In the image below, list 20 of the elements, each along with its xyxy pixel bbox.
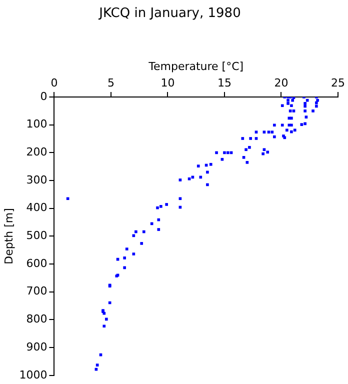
y-tick-label: 0 — [40, 90, 48, 103]
y-tick-label: 300 — [26, 173, 48, 186]
chart-title: JKCQ in January, 1980 — [98, 6, 241, 22]
y-tick-label: 1000 — [19, 368, 48, 382]
y-tick-label: 900 — [26, 340, 48, 354]
y-tick-label: 600 — [26, 256, 48, 270]
x-tick-label: 5 — [107, 76, 114, 90]
x-axis-title: Temperature [°C] — [148, 60, 244, 74]
y-tick-label: 500 — [26, 229, 48, 242]
y-tick-label: 200 — [26, 146, 48, 159]
y-tick-label: 100 — [26, 118, 48, 131]
y-tick-label: 400 — [26, 201, 48, 214]
x-tick-label: 25 — [331, 76, 345, 90]
x-tick-label: 0 — [50, 76, 58, 90]
x-tick-label: 20 — [274, 76, 288, 90]
y-tick-label: 700 — [26, 284, 48, 298]
x-tick-label: 10 — [160, 76, 175, 90]
y-axis-title: Depth [m] — [2, 208, 16, 264]
x-tick-label: 15 — [217, 76, 232, 90]
y-tick-label: 800 — [26, 312, 48, 326]
